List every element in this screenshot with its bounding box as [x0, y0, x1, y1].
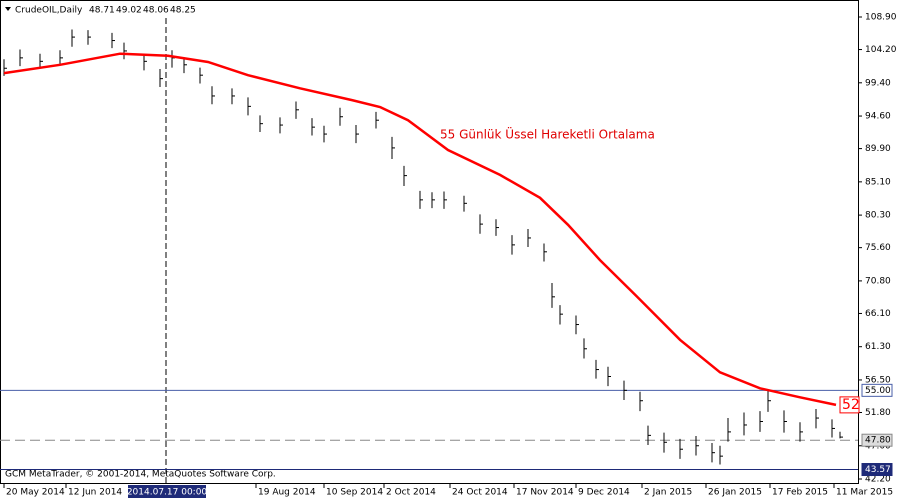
quote-value: 49.02 [116, 6, 142, 16]
annotation: 55 Günlük Üssel Hareketli Ortalama [440, 126, 655, 142]
ema-tag-bg [839, 396, 860, 414]
y-tick-label: 66.10 [865, 309, 891, 319]
x-tick-label: 19 Aug 2014 [258, 488, 316, 498]
y-tick-label: 89.90 [865, 144, 891, 154]
footer: GCM MetaTrader, © 2001-2014, MetaQuotes … [5, 470, 276, 480]
x-tick-label: 26 Jan 2015 [708, 488, 762, 498]
x-tick-label: 9 Dec 2014 [578, 488, 630, 498]
level-tag: 55.00 [865, 386, 891, 396]
x-tick-label: 17 Feb 2015 [772, 488, 828, 498]
y-tick-label: 56.50 [865, 375, 891, 385]
cursor-label: 2014.07.17 00:00 [127, 488, 208, 498]
y-tick-label: 94.60 [865, 112, 891, 122]
symbol-title: CrudeOIL,Daily [15, 6, 83, 16]
ema-line [3, 52, 837, 407]
x-tick-label: 17 Nov 2014 [516, 488, 574, 498]
y-tick-label: 75.60 [865, 243, 891, 253]
x-tick-label: 12 Jun 2014 [68, 488, 122, 498]
x-tick-label: 20 May 2014 [6, 488, 65, 498]
x-tick-label: 11 Mar 2015 [836, 488, 893, 498]
x-tick-label: 24 Oct 2014 [452, 488, 508, 498]
y-tick-label: 85.10 [865, 177, 891, 187]
y-tick-label: 70.80 [865, 276, 891, 286]
quote-value: 48.25 [170, 6, 196, 16]
y-tick-label: 51.80 [865, 408, 891, 418]
level-tag: 47.80 [865, 436, 891, 446]
x-tick-label: 2 Oct 2014 [386, 488, 436, 498]
y-tick-label: 80.30 [865, 211, 891, 221]
quote-value: 48.06 [143, 6, 169, 16]
level-tag-bg [861, 463, 893, 477]
level-tag-bg [861, 433, 893, 447]
y-tick-label: 99.40 [865, 78, 891, 88]
y-tick-label: 61.30 [865, 342, 891, 352]
level-tag: 43.57 [865, 465, 891, 475]
x-tick-label: 2 Jan 2015 [644, 488, 692, 498]
plot-frame [0, 0, 859, 484]
y-tick-label: 42.20 [865, 475, 891, 485]
menu-arrow[interactable] [5, 7, 11, 11]
quote-value: 48.71 [89, 6, 115, 16]
y-tick-label: 108.90 [865, 13, 897, 23]
x-tick-label: 10 Sep 2014 [326, 488, 383, 498]
level-tag-bg [861, 383, 893, 397]
y-tick-label: 104.20 [865, 45, 897, 55]
quote: 48.71 49.02 48.06 48.25 [89, 6, 196, 16]
ema-tag: 52 [842, 397, 860, 413]
cursor-label-bg [128, 485, 206, 498]
